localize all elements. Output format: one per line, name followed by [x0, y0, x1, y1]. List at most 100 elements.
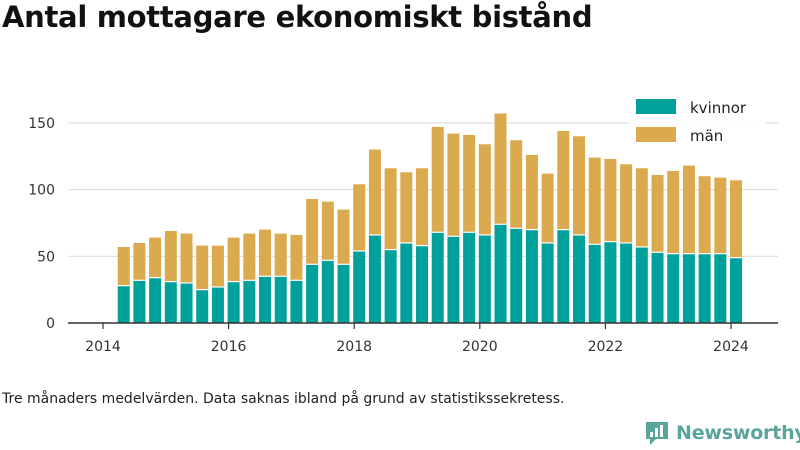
- bar-kvinnor: [196, 289, 209, 323]
- bar-kvinnor: [321, 260, 334, 323]
- x-tick-label: 2020: [462, 339, 498, 355]
- bar-kvinnor: [557, 229, 570, 323]
- bar-man: [510, 140, 523, 229]
- bar-man: [149, 237, 162, 278]
- bar-man: [714, 177, 727, 254]
- bar-kvinnor: [604, 241, 617, 323]
- bar-kvinnor: [541, 242, 554, 323]
- bar-kvinnor: [416, 245, 429, 323]
- bar-kvinnor: [180, 282, 193, 323]
- bar-man: [368, 149, 381, 235]
- bar-man: [274, 233, 287, 277]
- legend-swatch-kvinnor: [636, 99, 676, 114]
- bar-man: [557, 130, 570, 230]
- bar-kvinnor: [667, 253, 680, 323]
- bar-kvinnor: [682, 253, 695, 323]
- bar-kvinnor: [384, 249, 397, 323]
- bar-man: [525, 154, 538, 230]
- bar-kvinnor: [478, 234, 491, 323]
- bar-man: [416, 168, 429, 246]
- bar-kvinnor: [714, 253, 727, 323]
- bar-kvinnor: [368, 234, 381, 323]
- bar-kvinnor: [227, 281, 240, 323]
- bar-man: [117, 246, 130, 286]
- bar-kvinnor: [494, 224, 507, 323]
- bar-kvinnor: [431, 232, 444, 323]
- y-tick-label: 50: [37, 249, 55, 265]
- bar-man: [180, 233, 193, 283]
- bar-man: [133, 242, 146, 281]
- bar-man: [730, 180, 743, 258]
- bar-kvinnor: [211, 286, 224, 323]
- bar-man: [635, 168, 648, 247]
- bar-man: [321, 201, 334, 261]
- bar-kvinnor: [400, 242, 413, 323]
- bar-kvinnor: [164, 281, 177, 323]
- bar-kvinnor: [620, 242, 633, 323]
- bar-man: [384, 168, 397, 250]
- x-tick-label: 2016: [211, 339, 247, 355]
- x-tick-label: 2024: [713, 339, 749, 355]
- bar-man: [337, 209, 350, 265]
- bar-kvinnor: [635, 246, 648, 323]
- bar-man: [196, 245, 209, 290]
- bar-man: [259, 229, 272, 277]
- bar-kvinnor: [698, 253, 711, 323]
- bar-kvinnor: [133, 280, 146, 323]
- bar-man: [353, 184, 366, 251]
- legend-swatch-man: [636, 127, 676, 142]
- newsworthy-logo-icon: [646, 422, 668, 445]
- bar-man: [541, 173, 554, 243]
- bar-man: [667, 170, 680, 254]
- bar-man: [431, 126, 444, 233]
- bar-man: [306, 198, 319, 265]
- bar-kvinnor: [525, 229, 538, 323]
- legend-label: kvinnor: [690, 99, 747, 117]
- legend-label: män: [690, 127, 723, 145]
- bar-kvinnor: [510, 228, 523, 323]
- footnote: Tre månaders medelvärden. Data saknas ib…: [2, 391, 565, 407]
- bar-man: [463, 134, 476, 233]
- x-tick-label: 2018: [336, 339, 372, 355]
- bar-kvinnor: [447, 236, 460, 323]
- bar-man: [620, 164, 633, 243]
- y-tick-label: 150: [28, 116, 55, 132]
- bar-man: [651, 174, 664, 253]
- bar-kvinnor: [290, 280, 303, 323]
- bar-man: [573, 136, 586, 235]
- bar-kvinnor: [306, 264, 319, 323]
- x-tick-label: 2014: [85, 339, 121, 355]
- bar-kvinnor: [337, 264, 350, 323]
- bar-man: [164, 230, 177, 282]
- bar-man: [494, 113, 507, 225]
- bar-kvinnor: [259, 276, 272, 323]
- bar-man: [604, 158, 617, 242]
- y-tick-label: 0: [46, 316, 55, 332]
- x-tick-label: 2022: [588, 339, 624, 355]
- bar-kvinnor: [588, 244, 601, 323]
- bar-man: [478, 144, 491, 235]
- bar-kvinnor: [463, 232, 476, 323]
- bar-man: [698, 176, 711, 254]
- bar-kvinnor: [274, 276, 287, 323]
- bar-man: [211, 245, 224, 287]
- bar-kvinnor: [117, 285, 130, 323]
- bar-man: [588, 157, 601, 245]
- bar-kvinnor: [651, 252, 664, 323]
- chart-title: Antal mottagare ekonomiskt bistånd: [2, 0, 593, 34]
- bar-man: [400, 172, 413, 243]
- y-tick-label: 100: [28, 183, 55, 199]
- bar-man: [243, 233, 256, 281]
- bar-man: [447, 133, 460, 237]
- bar-kvinnor: [730, 257, 743, 323]
- bar-kvinnor: [353, 250, 366, 323]
- brand-name: Newsworthy: [676, 422, 800, 444]
- bar-man: [290, 234, 303, 281]
- brand-logo[interactable]: Newsworthy: [644, 420, 800, 446]
- bar-kvinnor: [149, 277, 162, 323]
- bar-man: [227, 237, 240, 282]
- bar-kvinnor: [573, 234, 586, 323]
- bar-man: [682, 165, 695, 254]
- bar-kvinnor: [243, 280, 256, 323]
